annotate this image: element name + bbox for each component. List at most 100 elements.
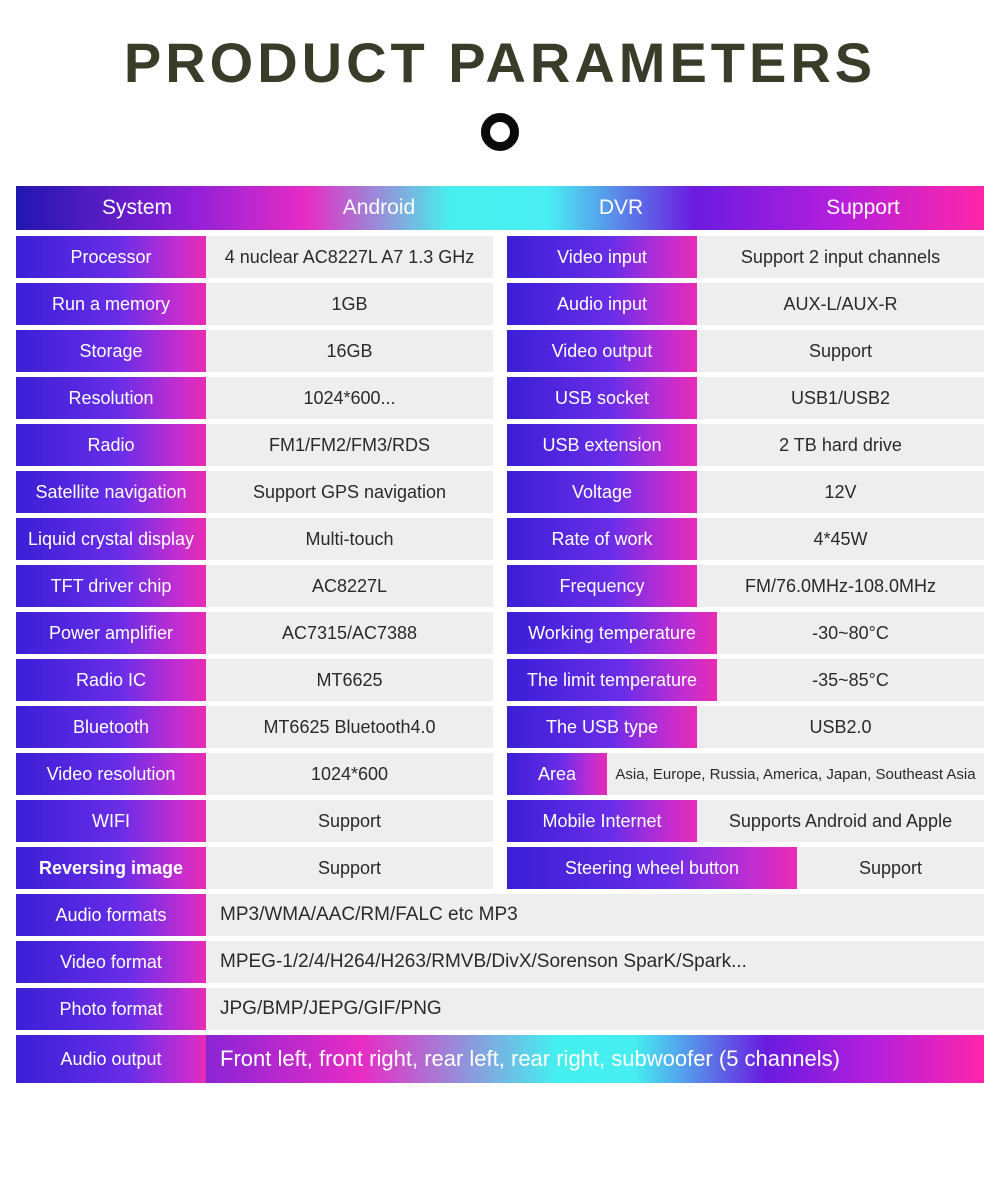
param-label: Video format: [16, 941, 206, 983]
param-label: Frequency: [507, 565, 697, 607]
param-row: Resolution1024*600...: [16, 377, 493, 419]
param-row: Mobile InternetSupports Android and Appl…: [507, 800, 984, 842]
param-row: Run a memory1GB: [16, 283, 493, 325]
left-column: Processor4 nuclear AC8227L A7 1.3 GHzRun…: [16, 236, 493, 894]
header-row: System Android DVR Support: [16, 186, 984, 230]
param-value: FM/76.0MHz-108.0MHz: [697, 565, 984, 607]
param-label: Video resolution: [16, 753, 206, 795]
param-label: Radio: [16, 424, 206, 466]
param-value: 2 TB hard drive: [697, 424, 984, 466]
parameter-table: System Android DVR Support Processor4 nu…: [16, 186, 984, 1083]
right-column: Video inputSupport 2 input channelsAudio…: [507, 236, 984, 894]
param-value: -35~85°C: [717, 659, 984, 701]
param-value: MT6625: [206, 659, 493, 701]
param-row: Storage16GB: [16, 330, 493, 372]
param-row: Satellite navigationSupport GPS navigati…: [16, 471, 493, 513]
param-label: Resolution: [16, 377, 206, 419]
param-row: BluetoothMT6625 Bluetooth4.0: [16, 706, 493, 748]
param-label: WIFI: [16, 800, 206, 842]
param-value: Support: [797, 847, 984, 889]
param-value: USB1/USB2: [697, 377, 984, 419]
param-row: Liquid crystal displayMulti-touch: [16, 518, 493, 560]
param-label: Mobile Internet: [507, 800, 697, 842]
param-label: Area: [507, 753, 607, 795]
param-value: AUX-L/AUX-R: [697, 283, 984, 325]
param-label: Run a memory: [16, 283, 206, 325]
param-value: 1GB: [206, 283, 493, 325]
param-row: TFT driver chipAC8227L: [16, 565, 493, 607]
param-value: JPG/BMP/JEPG/GIF/PNG: [206, 988, 984, 1030]
audio-output-row: Audio output Front left, front right, re…: [16, 1035, 984, 1083]
param-label: Reversing image: [16, 847, 206, 889]
param-label: Steering wheel button: [507, 847, 797, 889]
param-row: Power amplifierAC7315/AC7388: [16, 612, 493, 654]
param-label: Power amplifier: [16, 612, 206, 654]
param-row: USB socketUSB1/USB2: [507, 377, 984, 419]
param-value: Support: [206, 800, 493, 842]
param-row: RadioFM1/FM2/FM3/RDS: [16, 424, 493, 466]
param-value: MPEG-1/2/4/H264/H263/RMVB/DivX/Sorenson …: [206, 941, 984, 983]
param-label: Audio input: [507, 283, 697, 325]
two-column-section: Processor4 nuclear AC8227L A7 1.3 GHzRun…: [16, 236, 984, 894]
param-label: Radio IC: [16, 659, 206, 701]
param-label: The USB type: [507, 706, 697, 748]
param-label: Working temperature: [507, 612, 717, 654]
param-label: USB extension: [507, 424, 697, 466]
param-row: Working temperature-30~80°C: [507, 612, 984, 654]
param-label: Video input: [507, 236, 697, 278]
full-param-row: Video formatMPEG-1/2/4/H264/H263/RMVB/Di…: [16, 941, 984, 983]
param-label: Audio formats: [16, 894, 206, 936]
param-value: -30~80°C: [717, 612, 984, 654]
audio-output-label: Audio output: [16, 1035, 206, 1083]
param-row: Reversing imageSupport: [16, 847, 493, 889]
param-value: Support GPS navigation: [206, 471, 493, 513]
param-value: Asia, Europe, Russia, America, Japan, So…: [607, 753, 984, 795]
param-label: Satellite navigation: [16, 471, 206, 513]
param-label: Voltage: [507, 471, 697, 513]
header-system: System: [16, 186, 258, 230]
param-value: Supports Android and Apple: [697, 800, 984, 842]
param-row: Voltage12V: [507, 471, 984, 513]
param-value: AC8227L: [206, 565, 493, 607]
header-android: Android: [258, 186, 500, 230]
param-row: Radio ICMT6625: [16, 659, 493, 701]
param-label: Video output: [507, 330, 697, 372]
param-row: Video inputSupport 2 input channels: [507, 236, 984, 278]
param-row: FrequencyFM/76.0MHz-108.0MHz: [507, 565, 984, 607]
param-value: FM1/FM2/FM3/RDS: [206, 424, 493, 466]
param-row: Audio inputAUX-L/AUX-R: [507, 283, 984, 325]
audio-output-value: Front left, front right, rear left, rear…: [206, 1035, 984, 1083]
param-row: Video outputSupport: [507, 330, 984, 372]
param-value: Support: [697, 330, 984, 372]
header-support: Support: [742, 186, 984, 230]
param-label: TFT driver chip: [16, 565, 206, 607]
param-row: Processor4 nuclear AC8227L A7 1.3 GHz: [16, 236, 493, 278]
full-param-row: Photo formatJPG/BMP/JEPG/GIF/PNG: [16, 988, 984, 1030]
header-dvr: DVR: [500, 186, 742, 230]
param-row: The limit temperature-35~85°C: [507, 659, 984, 701]
param-label: Storage: [16, 330, 206, 372]
param-label: Photo format: [16, 988, 206, 1030]
param-label: USB socket: [507, 377, 697, 419]
param-value: Multi-touch: [206, 518, 493, 560]
param-label: Rate of work: [507, 518, 697, 560]
param-value: 16GB: [206, 330, 493, 372]
param-row: USB extension2 TB hard drive: [507, 424, 984, 466]
param-value: 1024*600: [206, 753, 493, 795]
param-row: Steering wheel buttonSupport: [507, 847, 984, 889]
param-value: USB2.0: [697, 706, 984, 748]
param-value: Support 2 input channels: [697, 236, 984, 278]
param-label: Processor: [16, 236, 206, 278]
param-value: AC7315/AC7388: [206, 612, 493, 654]
param-value: MP3/WMA/AAC/RM/FALC etc MP3: [206, 894, 984, 936]
decorative-circle-wrap: [0, 113, 1000, 156]
param-row: Rate of work4*45W: [507, 518, 984, 560]
full-width-rows: Audio formatsMP3/WMA/AAC/RM/FALC etc MP3…: [16, 894, 984, 1030]
page-title: PRODUCT PARAMETERS: [0, 0, 1000, 95]
param-value: 4 nuclear AC8227L A7 1.3 GHz: [206, 236, 493, 278]
param-row: The USB typeUSB2.0: [507, 706, 984, 748]
param-value: MT6625 Bluetooth4.0: [206, 706, 493, 748]
param-row: Video resolution1024*600: [16, 753, 493, 795]
param-label: Liquid crystal display: [16, 518, 206, 560]
param-value: 4*45W: [697, 518, 984, 560]
